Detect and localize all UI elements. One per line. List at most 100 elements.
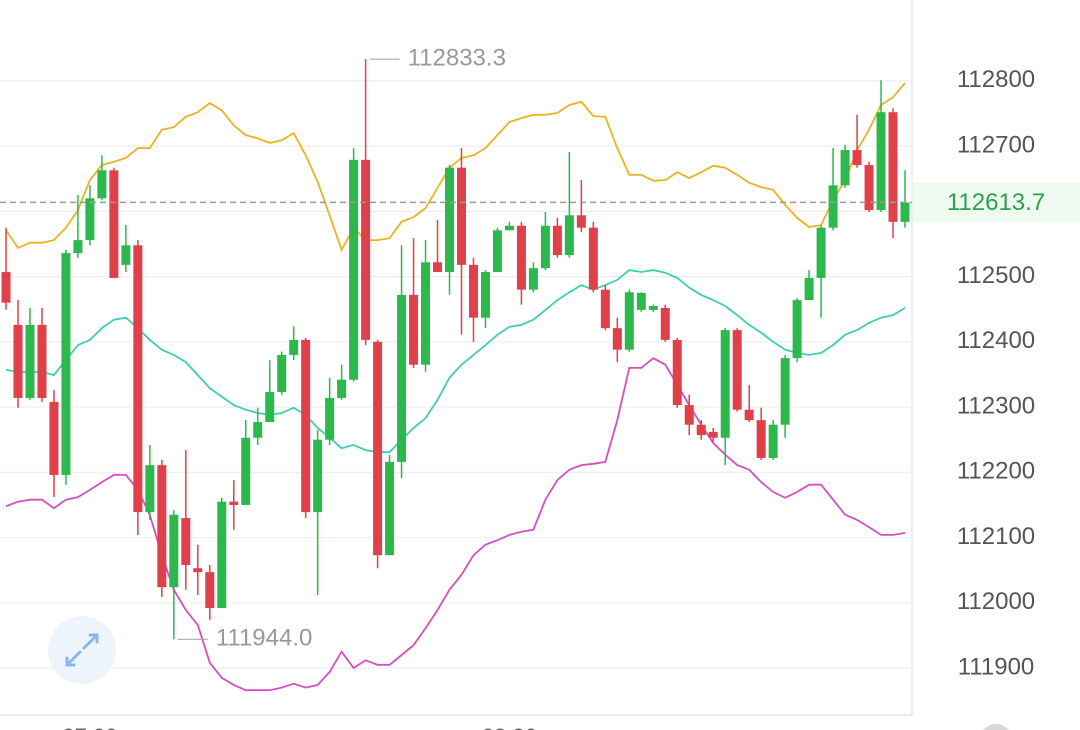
candle-body xyxy=(157,465,167,588)
y-tick-label: 112700 xyxy=(957,131,1035,158)
y-tick-label: 112200 xyxy=(957,458,1035,485)
candle-body xyxy=(672,339,682,406)
candle-body xyxy=(265,392,275,423)
candle-body xyxy=(516,225,526,290)
band-line xyxy=(5,357,906,692)
last-price-label: 112613.7 xyxy=(947,189,1045,216)
candle-body xyxy=(780,358,790,425)
candle-body xyxy=(720,330,730,438)
candle-body xyxy=(660,307,670,340)
expand-button-bg[interactable] xyxy=(48,616,116,684)
x-tick-label: 07:00 xyxy=(62,724,117,730)
band-line xyxy=(5,82,906,253)
candle-body xyxy=(744,409,754,421)
candle-body xyxy=(804,277,814,301)
annotation-label: 111944.0 xyxy=(216,625,313,652)
candle-body xyxy=(397,294,407,462)
candle-body xyxy=(433,262,443,273)
candle-body xyxy=(864,165,874,211)
candle-body xyxy=(277,354,287,393)
candle-body xyxy=(696,424,706,436)
candle-body xyxy=(636,292,646,310)
candle-body xyxy=(600,289,610,329)
candle-body xyxy=(540,225,550,269)
candle-body xyxy=(217,501,227,609)
candle-body xyxy=(708,431,718,438)
candle-body xyxy=(61,253,71,475)
expand-icon[interactable] xyxy=(65,633,99,667)
candle-body xyxy=(229,501,239,505)
candle-body xyxy=(13,324,23,398)
candle-body xyxy=(337,379,347,398)
candle-body xyxy=(816,227,826,278)
annotation-label: 112833.3 xyxy=(408,45,506,72)
candle-body xyxy=(181,517,191,565)
candle-body xyxy=(421,262,431,365)
candle-body xyxy=(193,568,203,573)
candle-body xyxy=(169,514,179,588)
candle-body xyxy=(768,424,778,458)
candle-body xyxy=(648,305,658,310)
candle-body xyxy=(888,112,898,222)
last-price-box xyxy=(913,182,1080,223)
candle-body xyxy=(37,324,47,398)
candle-body xyxy=(133,245,143,513)
scroll-handle[interactable] xyxy=(980,724,1012,730)
y-tick-label: 112000 xyxy=(957,588,1035,615)
candle-body xyxy=(409,294,419,365)
candle-body xyxy=(876,112,886,211)
candle-body xyxy=(456,167,466,265)
candle-body xyxy=(588,227,598,290)
candle-body xyxy=(25,324,35,398)
candle-body xyxy=(361,159,371,340)
candle-body xyxy=(49,401,59,475)
candle-body xyxy=(205,572,215,609)
candle-body xyxy=(253,422,263,438)
band-line xyxy=(5,269,906,453)
candle-body xyxy=(840,150,850,186)
candle-body xyxy=(732,330,742,410)
candle-body xyxy=(612,328,622,350)
y-tick-label: 111900 xyxy=(958,653,1035,680)
candle-body xyxy=(528,268,538,290)
x-tick-label: 08:00 xyxy=(482,724,537,730)
candle-body xyxy=(289,339,299,355)
expand-button[interactable] xyxy=(48,616,116,684)
candle-body xyxy=(492,230,502,273)
candle-body xyxy=(445,167,455,273)
candle-body xyxy=(576,215,586,228)
candle-body xyxy=(552,225,562,256)
candle-body xyxy=(349,159,359,380)
candle-body xyxy=(504,225,514,231)
candle-body xyxy=(241,437,251,505)
candle-body xyxy=(109,170,119,278)
candle-body xyxy=(121,245,131,265)
candle-body xyxy=(325,397,335,440)
candle-body xyxy=(301,339,311,513)
candle-body xyxy=(145,465,155,513)
candle-body xyxy=(313,439,323,513)
candle-body xyxy=(792,300,802,359)
candle-body xyxy=(852,150,862,166)
candle-body xyxy=(97,170,107,199)
candle-body xyxy=(1,272,11,303)
candle-body xyxy=(564,215,574,256)
candle-body xyxy=(828,185,838,228)
candle-body xyxy=(480,272,490,318)
candle-body xyxy=(624,292,634,350)
y-tick-label: 112100 xyxy=(957,523,1035,550)
y-tick-label: 112300 xyxy=(957,392,1035,419)
candle-body xyxy=(468,264,478,318)
y-tick-label: 112500 xyxy=(957,262,1035,289)
candle-body xyxy=(73,240,83,254)
candle-body xyxy=(373,341,383,556)
candle-body xyxy=(900,202,910,222)
candle-body xyxy=(85,198,95,241)
y-tick-label: 112400 xyxy=(957,327,1035,354)
candle-body xyxy=(756,420,766,458)
y-tick-label: 112800 xyxy=(957,66,1035,93)
candle-body xyxy=(385,461,395,556)
candle-body xyxy=(684,405,694,425)
